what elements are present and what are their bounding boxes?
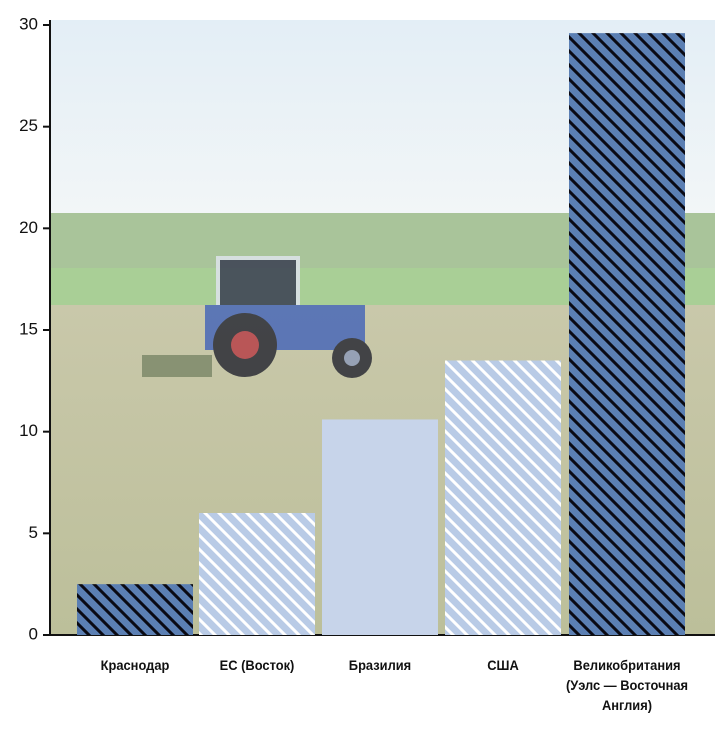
y-tick-label: 30 xyxy=(19,14,38,33)
x-tick-label: Великобритания (Уэлс — Восточная Англия) xyxy=(565,657,689,713)
bar xyxy=(199,513,315,635)
bar xyxy=(445,360,561,635)
x-tick-label: Бразилия xyxy=(348,657,412,673)
x-tick-label: США xyxy=(487,657,519,673)
x-tick-label: ЕС (Восток) xyxy=(219,657,295,673)
bar xyxy=(569,33,685,635)
y-tick-label: 25 xyxy=(19,116,38,135)
x-tick-label: Краснодар xyxy=(100,657,170,673)
y-tick-label: 20 xyxy=(19,218,38,237)
tractor xyxy=(142,256,372,378)
y-tick-label: 15 xyxy=(19,319,38,338)
y-tick-label: 5 xyxy=(29,523,38,542)
y-tick-label: 10 xyxy=(19,421,38,440)
bar xyxy=(77,584,193,635)
bar xyxy=(322,419,438,635)
y-tick-label: 0 xyxy=(29,624,38,643)
